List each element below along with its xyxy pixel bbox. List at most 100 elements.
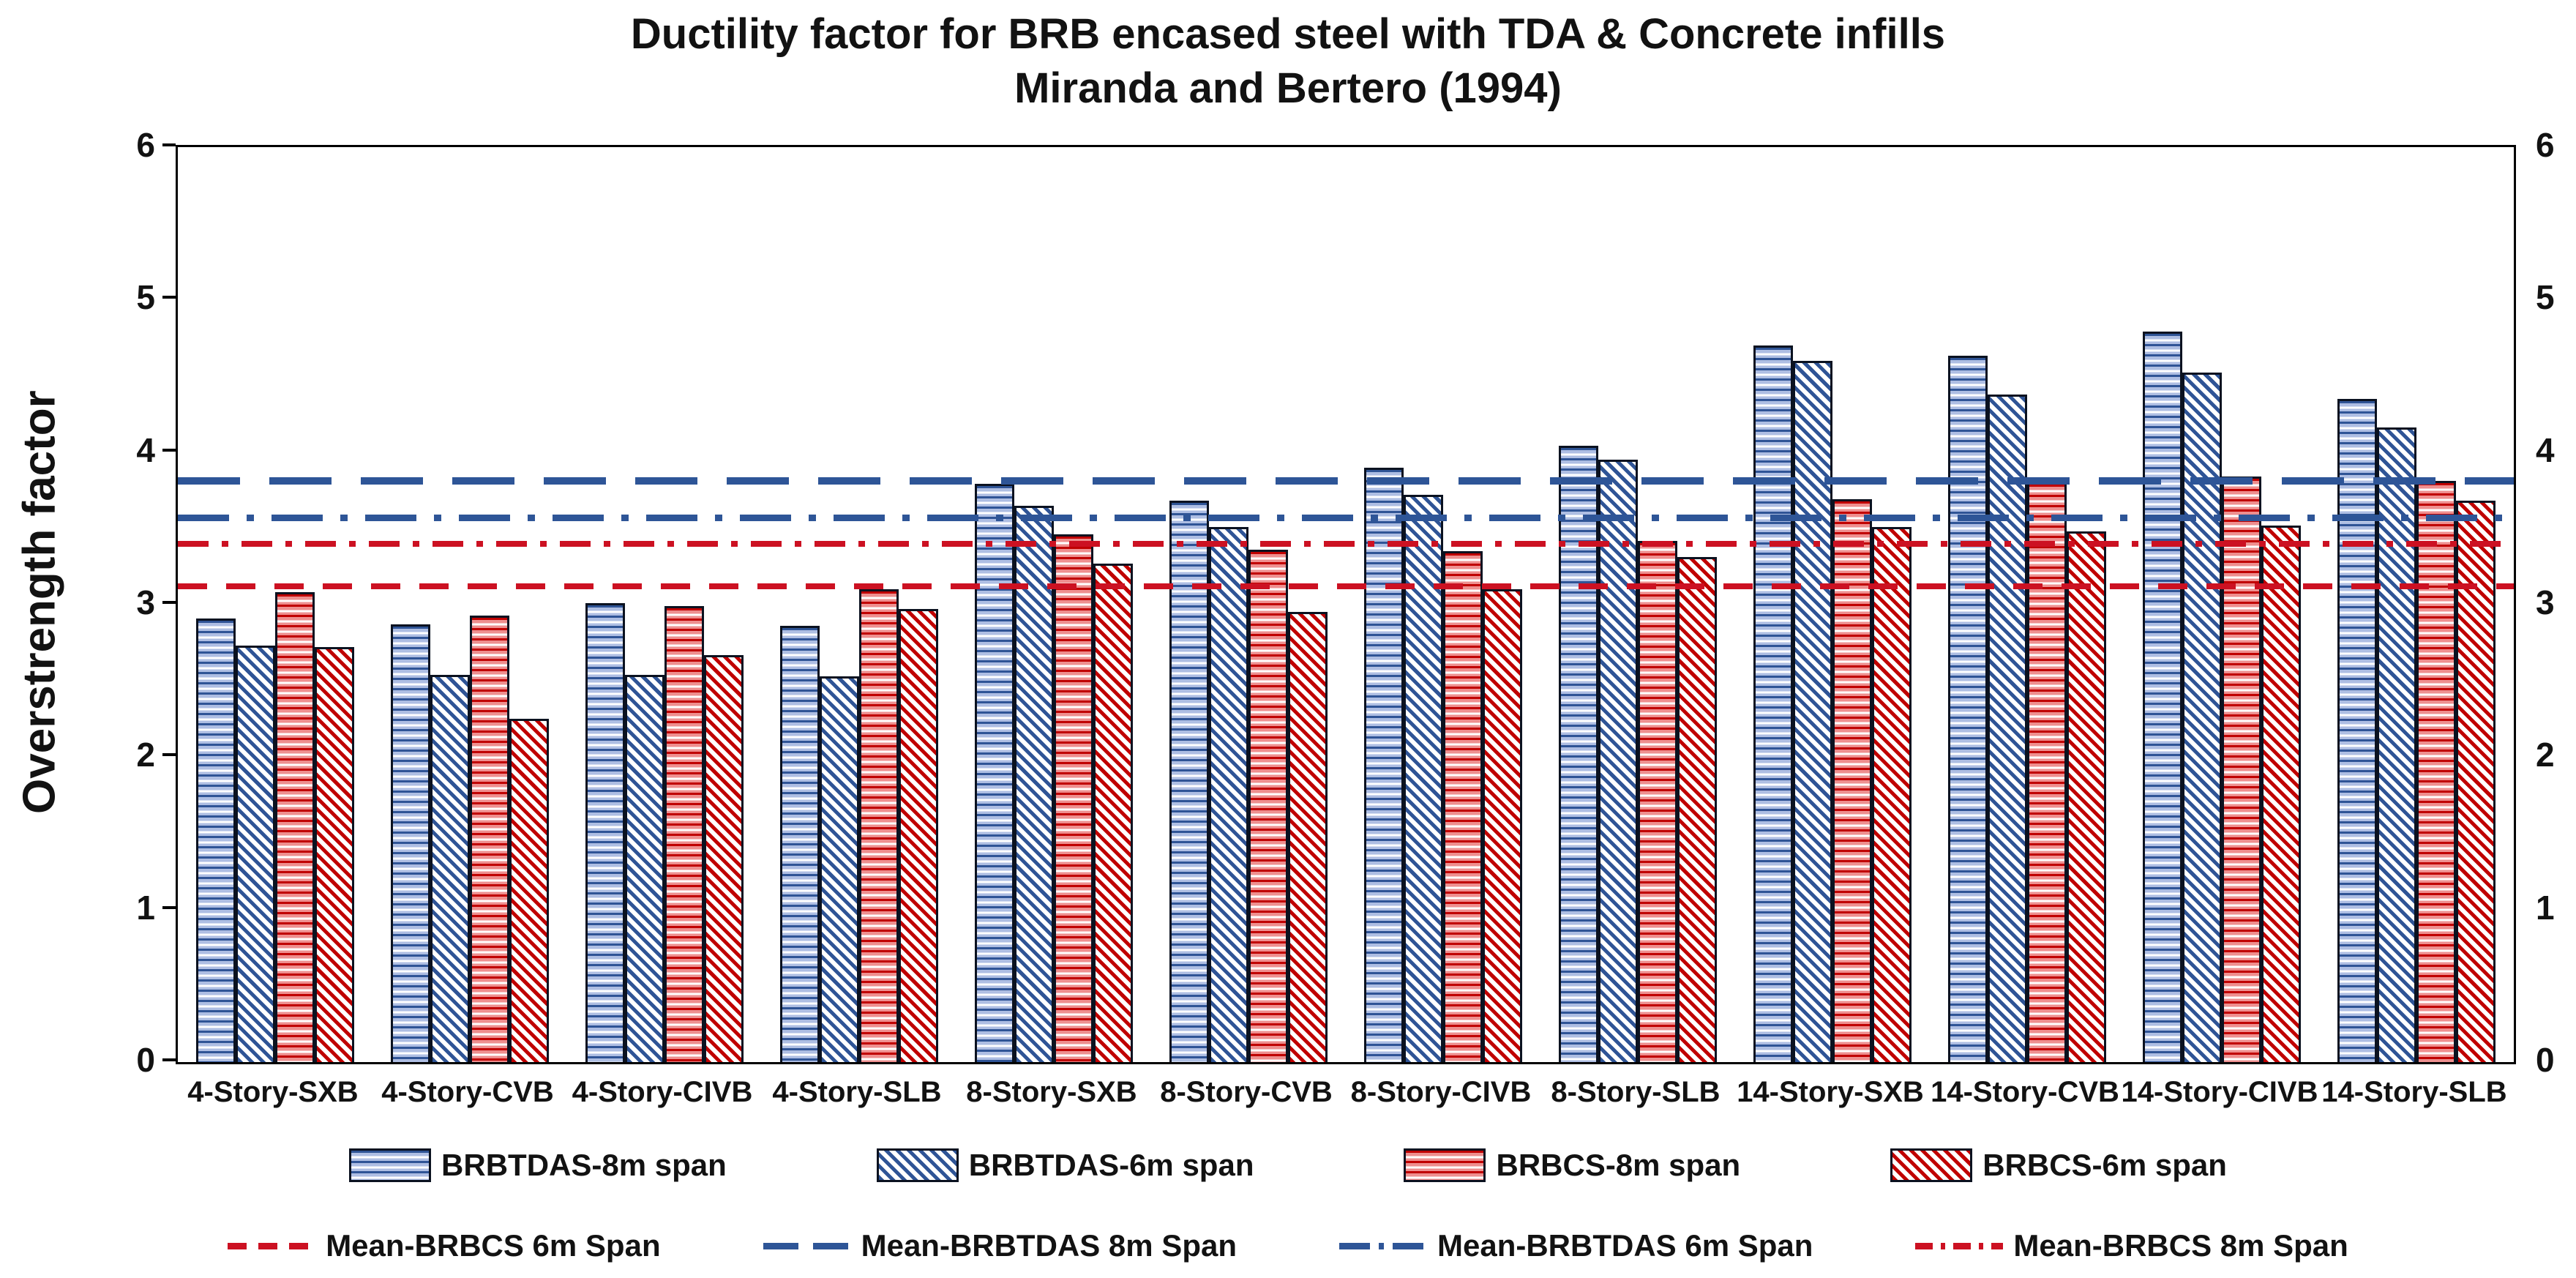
chart-title: Ductility factor for BRB encased steel w… [0,7,2576,116]
bar-14-Story-SXB-BRBCS-6m span [1871,526,1912,1062]
legend-series: BRBTDAS-8m span BRBTDAS-6m span BRBCS-8m s… [0,1148,2576,1183]
bar-14-Story-SLB-BRBCS-8m span [2416,481,2456,1062]
bar-4-Story-CVB-BRBTDAS-8m span [391,624,430,1062]
bar-8-Story-SLB-BRBTDAS-8m span [1559,446,1598,1062]
bar-8-Story-SXB-BRBTDAS-8m span [975,484,1014,1062]
bar-4-Story-CIVB-BRBCS-8m span [664,606,704,1062]
bar-4-Story-CVB-BRBCS-6m span [509,719,549,1062]
y-tick-left-4 [162,448,176,452]
x-label-8-Story-CVB: 8-Story-CVB [1160,1076,1333,1108]
y-tick-left-0 [162,1058,176,1061]
legend-line-Mean-BRBCS 8m Span [1915,1242,2004,1249]
bar-4-Story-SLB-BRBTDAS-6m span [820,676,859,1062]
x-label-4-Story-CVB: 4-Story-CVB [381,1076,554,1108]
y-tick-label-left-3: 3 [136,583,155,621]
y-tick-left-3 [162,601,176,604]
legend-label: BRBTDAS-8m span [441,1148,727,1182]
legend-item-BRBCS-6m span: BRBCS-6m span [1890,1148,2227,1183]
bar-14-Story-CVB-BRBTDAS-6m span [1988,394,2027,1062]
bar-8-Story-CVB-BRBTDAS-8m span [1169,501,1209,1062]
legend-swatch-BRBCS-6m span [1890,1148,1973,1182]
mean-line-Mean-BRBTDAS 6m Span [178,514,2514,521]
x-label-14-Story-SLB: 14-Story-SLB [2321,1076,2507,1108]
legend-item-Mean-BRBTDAS 8m Span: Mean-BRBTDAS 8m Span [763,1228,1237,1263]
bar-8-Story-SLB-BRBCS-6m span [1677,557,1717,1062]
legend-item-BRBCS-8m span: BRBCS-8m span [1404,1148,1740,1183]
bar-8-Story-SXB-BRBCS-8m span [1054,534,1093,1062]
legend-label: BRBTDAS-6m span [968,1148,1254,1182]
y-tick-label-right-1: 1 [2536,888,2555,927]
legend-label: Mean-BRBTDAS 8m Span [861,1228,1237,1263]
y-tick-left-2 [162,753,176,757]
legend-item-Mean-BRBTDAS 6m Span: Mean-BRBTDAS 6m Span [1339,1228,1813,1263]
y-tick-label-left-4: 4 [136,430,155,469]
x-label-14-Story-CVB: 14-Story-CVB [1931,1076,2119,1108]
legend-item-BRBTDAS-8m span: BRBTDAS-8m span [349,1148,727,1183]
y-tick-label-right-6: 6 [2536,126,2555,164]
bar-4-Story-SLB-BRBTDAS-8m span [780,626,820,1062]
legend-item-Mean-BRBCS 8m Span: Mean-BRBCS 8m Span [1915,1228,2348,1263]
bar-14-Story-SXB-BRBCS-8m span [1832,499,1872,1062]
y-tick-label-right-3: 3 [2536,583,2555,621]
bar-14-Story-CIVB-BRBTDAS-6m span [2182,373,2222,1062]
bar-14-Story-SXB-BRBTDAS-8m span [1753,345,1793,1062]
bar-4-Story-CIVB-BRBTDAS-8m span [585,602,625,1062]
legend-label: BRBCS-8m span [1496,1148,1741,1182]
legend-line-Mean-BRBTDAS 8m Span [763,1242,851,1249]
y-tick-label-right-2: 2 [2536,736,2555,774]
legend-swatch-BRBTDAS-6m span [876,1148,959,1182]
bar-8-Story-SLB-BRBCS-8m span [1638,540,1677,1062]
y-tick-label-right-4: 4 [2536,430,2555,469]
bar-14-Story-CVB-BRBCS-6m span [2066,531,2106,1062]
legend-swatch-BRBTDAS-8m span [349,1148,432,1182]
bar-8-Story-CVB-BRBTDAS-6m span [1209,526,1248,1062]
mean-line-Mean-BRBTDAS 8m Span [178,477,2514,485]
y-tick-label-right-0: 0 [2536,1041,2555,1079]
x-label-8-Story-SXB: 8-Story-SXB [966,1076,1137,1108]
bar-4-Story-SXB-BRBTDAS-6m span [236,646,275,1062]
y-tick-left-6 [162,143,176,146]
mean-line-Mean-BRBCS 6m Span [178,583,2514,589]
x-label-4-Story-CIVB: 4-Story-CIVB [572,1076,753,1108]
legend-line-Mean-BRBTDAS 6m Span [1339,1242,1427,1249]
bar-14-Story-SLB-BRBTDAS-6m span [2377,427,2416,1062]
bar-4-Story-CVB-BRBTDAS-6m span [430,674,470,1062]
legend-item-Mean-BRBCS 6m Span: Mean-BRBCS 6m Span [228,1228,661,1263]
bar-8-Story-CIVB-BRBCS-8m span [1443,551,1483,1062]
bar-4-Story-SXB-BRBTDAS-8m span [196,618,236,1062]
bar-14-Story-CVB-BRBCS-8m span [2027,482,2067,1062]
x-label-4-Story-SXB: 4-Story-SXB [187,1076,359,1108]
bar-4-Story-CVB-BRBCS-8m span [470,615,509,1062]
bar-14-Story-SXB-BRBTDAS-6m span [1793,360,1832,1062]
bar-14-Story-SLB-BRBTDAS-8m span [2337,398,2377,1062]
bar-8-Story-CIVB-BRBCS-6m span [1482,589,1522,1062]
legend-label: Mean-BRBCS 6m Span [326,1228,661,1263]
legend-label: BRBCS-6m span [1982,1148,2227,1182]
bar-8-Story-SXB-BRBCS-6m span [1093,563,1133,1062]
x-label-8-Story-SLB: 8-Story-SLB [1551,1076,1721,1108]
bar-14-Story-CVB-BRBTDAS-8m span [1948,356,1988,1062]
x-label-14-Story-CIVB: 14-Story-CIVB [2121,1076,2318,1108]
bar-4-Story-SLB-BRBCS-8m span [859,589,899,1062]
bar-4-Story-SLB-BRBCS-6m span [898,609,938,1062]
bar-14-Story-SLB-BRBCS-6m span [2455,501,2496,1062]
bar-14-Story-CIVB-BRBTDAS-8m span [2143,332,2182,1062]
mean-line-Mean-BRBCS 8m Span [178,540,2514,547]
x-label-8-Story-CIVB: 8-Story-CIVB [1350,1076,1532,1108]
y-tick-left-5 [162,296,176,299]
legend-line-Mean-BRBCS 6m Span [228,1242,316,1249]
x-label-14-Story-SXB: 14-Story-SXB [1737,1076,1924,1108]
plot-area [176,145,2516,1064]
bar-8-Story-CIVB-BRBTDAS-8m span [1364,467,1404,1062]
y-tick-label-left-2: 2 [136,736,155,774]
y-tick-label-left-0: 0 [136,1041,155,1079]
bar-8-Story-CVB-BRBCS-8m span [1248,550,1288,1062]
y-tick-label-left-6: 6 [136,126,155,164]
legend-label: Mean-BRBTDAS 6m Span [1437,1228,1813,1263]
bar-4-Story-CIVB-BRBTDAS-6m span [625,674,664,1062]
y-tick-label-left-5: 5 [136,278,155,317]
bar-14-Story-CIVB-BRBCS-6m span [2261,525,2301,1062]
legend-label: Mean-BRBCS 8m Span [2013,1228,2348,1263]
y-tick-left-1 [162,905,176,909]
